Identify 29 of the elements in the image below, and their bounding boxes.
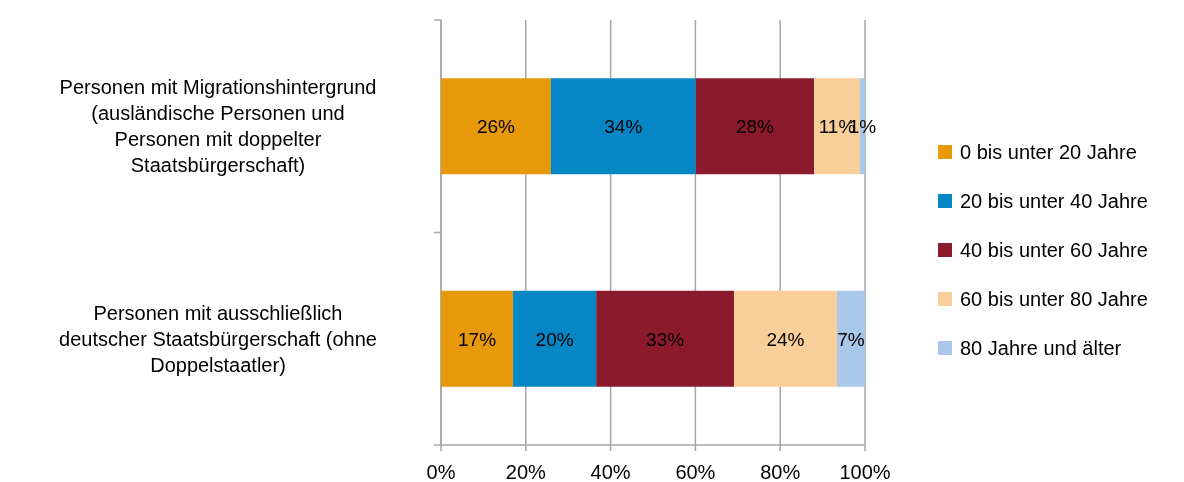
x-tick-label: 60% bbox=[675, 461, 716, 482]
legend-label: 60 bis unter 80 Jahre bbox=[960, 288, 1148, 310]
data-label: 34% bbox=[604, 116, 643, 138]
data-label: 24% bbox=[766, 328, 805, 350]
y-tick-label: Personen mit ausschließlich deutscher Staatsbürgerschaft (ohne Doppelstaatler) bbox=[59, 301, 377, 376]
bar bbox=[513, 290, 597, 387]
data-label: 33% bbox=[646, 328, 685, 350]
bar bbox=[441, 290, 514, 387]
bar bbox=[550, 78, 696, 175]
legend-label: 20 bis unter 40 Jahre bbox=[960, 190, 1148, 212]
x-tick-label: 100% bbox=[839, 461, 891, 482]
legend-label: 40 bis unter 60 Jahre bbox=[960, 239, 1148, 261]
x-tick-label: 0% bbox=[426, 461, 456, 482]
y-tick-label: Personen mit Migrationshintergrund (ausländische Personen und Personen mit doppelter Staatsbürgerschaft) bbox=[59, 76, 377, 177]
x-tick-label: 40% bbox=[590, 461, 631, 482]
x-tick-label: 80% bbox=[760, 461, 801, 482]
bar bbox=[733, 290, 838, 387]
bar bbox=[695, 78, 815, 175]
data-label: 7% bbox=[837, 328, 865, 350]
x-tick-label: 20% bbox=[505, 461, 547, 482]
bar bbox=[837, 290, 865, 387]
legend-label: 0 bis unter 20 Jahre bbox=[960, 141, 1137, 163]
data-label: 28% bbox=[735, 116, 775, 138]
legend-label: 80 Jahre und älter bbox=[960, 337, 1122, 359]
bar bbox=[441, 78, 551, 175]
data-label: 20% bbox=[535, 328, 574, 350]
bar bbox=[596, 290, 734, 387]
data-label: 26% bbox=[476, 116, 516, 138]
data-label: 17% bbox=[458, 328, 497, 350]
